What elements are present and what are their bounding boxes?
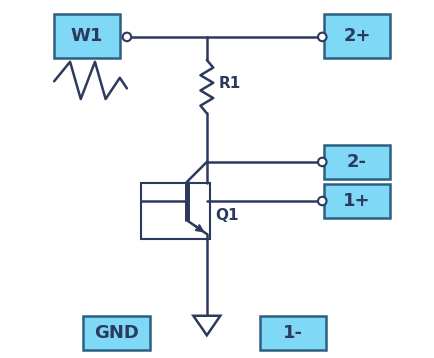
Circle shape: [317, 158, 326, 166]
FancyBboxPatch shape: [82, 316, 150, 349]
Text: GND: GND: [94, 324, 138, 342]
Text: 1-: 1-: [283, 324, 302, 342]
Text: R1: R1: [218, 76, 240, 91]
Text: Q1: Q1: [215, 208, 239, 223]
FancyBboxPatch shape: [323, 14, 389, 58]
FancyBboxPatch shape: [323, 184, 389, 218]
FancyBboxPatch shape: [323, 145, 389, 179]
FancyBboxPatch shape: [54, 14, 119, 58]
Text: 2+: 2+: [342, 27, 370, 45]
Circle shape: [317, 33, 326, 41]
Text: 2-: 2-: [346, 153, 366, 171]
Circle shape: [317, 197, 326, 205]
Text: 1+: 1+: [342, 192, 370, 210]
Text: W1: W1: [71, 27, 103, 45]
Polygon shape: [193, 316, 220, 335]
FancyBboxPatch shape: [260, 316, 325, 349]
Circle shape: [122, 33, 131, 41]
